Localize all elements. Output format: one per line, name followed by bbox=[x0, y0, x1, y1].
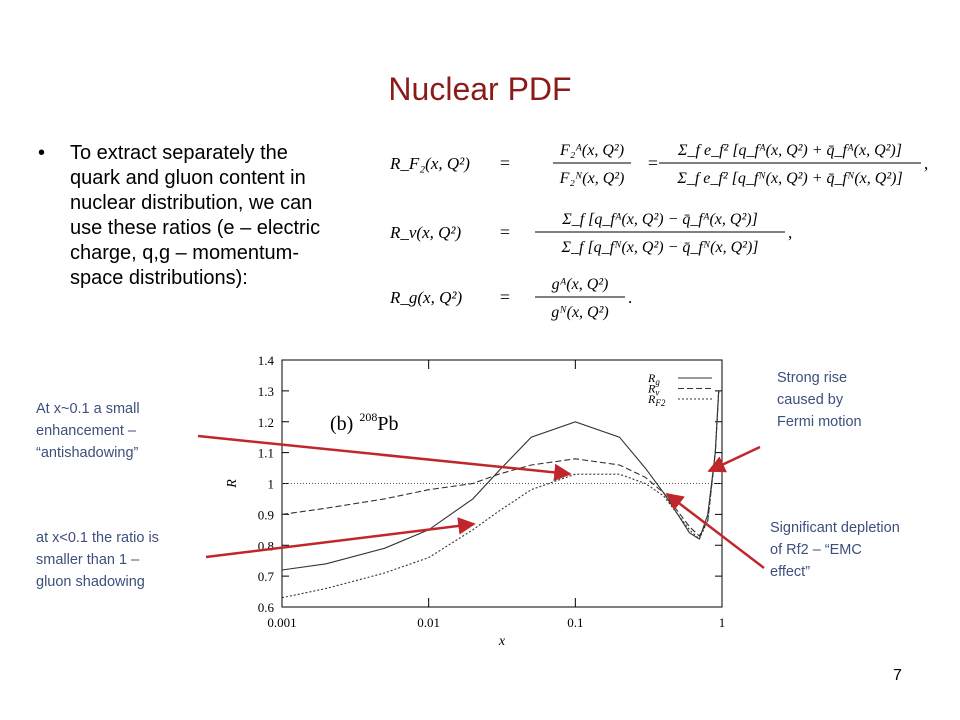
chart: 0.60.70.80.911.11.21.31.40.001 0.01 0.1 1xR… bbox=[225, 353, 725, 649]
x-tick-label: 0.001 bbox=[267, 615, 296, 630]
y-axis-label: R bbox=[225, 479, 240, 489]
legend-main: R bbox=[647, 382, 656, 396]
y-tick-label: 1.4 bbox=[258, 353, 275, 368]
x-tick-label: 0.01 bbox=[417, 615, 440, 630]
y-tick-label: 1 bbox=[268, 477, 275, 492]
numerator: F₂ᴬ(x, Q²) bbox=[559, 142, 624, 159]
denominator: Σ_f [q_fᴺ(x, Q²) − q̄_fᴺ(x, Q²)] bbox=[561, 239, 759, 256]
y-tick-label: 1.3 bbox=[258, 384, 274, 399]
legend-label: Rg bbox=[647, 371, 660, 387]
equation-lhs: R_v(x, Q²) bbox=[389, 223, 462, 242]
arrow bbox=[665, 492, 765, 569]
denominator: Σ_f e_f² [q_fᴺ(x, Q²) + q̄_fᴺ(x, Q²)] bbox=[676, 170, 902, 187]
y-tick-label: 1.1 bbox=[258, 446, 274, 461]
annotation-line: At x~0.1 a small bbox=[36, 401, 140, 417]
annotation-line: enhancement – bbox=[36, 423, 137, 439]
numerator: Σ_f e_f² [q_fᴬ(x, Q²) + q̄_fᴬ(x, Q²)] bbox=[677, 142, 902, 159]
data-line bbox=[281, 390, 720, 571]
annotation-line: Significant depletion bbox=[770, 520, 900, 536]
panel-label: (b) 208Pb bbox=[330, 410, 398, 435]
numerator: gᴬ(x, Q²) bbox=[552, 276, 609, 293]
equals: = bbox=[648, 153, 658, 173]
arrow bbox=[205, 517, 476, 559]
annotations: At x~0.1 a small enhancement – “antishadow… bbox=[36, 370, 900, 590]
annotation-line: caused by bbox=[777, 392, 844, 408]
annotation-line: at x<0.1 the ratio is bbox=[36, 530, 159, 546]
equation-lhs: R_g(x, Q²) bbox=[389, 288, 462, 307]
legend-label: Rv bbox=[647, 382, 659, 398]
legend-sub: g bbox=[655, 377, 660, 387]
bullet-line: space distributions): bbox=[70, 267, 248, 289]
bullet-line: quark and gluon content in bbox=[70, 167, 306, 189]
arrows bbox=[197, 434, 765, 569]
equation-end: , bbox=[924, 154, 928, 173]
annotation-line: effect” bbox=[770, 564, 810, 580]
denominator: gᴺ(x, Q²) bbox=[551, 304, 608, 321]
legend-sub: v bbox=[655, 388, 659, 398]
legend-label: RF2 bbox=[647, 392, 666, 408]
annotation-line: Strong rise bbox=[777, 370, 847, 386]
panel-label-part: 208 bbox=[359, 410, 377, 424]
annotation-line: “antishadowing” bbox=[36, 445, 139, 461]
annotation-line: of Rf2 – “EMC bbox=[770, 542, 862, 558]
legend-sub: F2 bbox=[654, 398, 665, 408]
bullet-line: use these ratios (e – electric bbox=[70, 217, 320, 239]
legend-main: R bbox=[647, 392, 656, 406]
page-number: 7 bbox=[893, 667, 902, 684]
legend-main: R bbox=[647, 371, 656, 385]
data-line bbox=[281, 390, 720, 599]
bullet-line: To extract separately the bbox=[70, 142, 288, 164]
y-tick-label: 0.7 bbox=[258, 569, 275, 584]
data-line bbox=[281, 390, 720, 537]
equals: = bbox=[500, 153, 510, 173]
y-tick-label: 0.6 bbox=[258, 600, 275, 615]
bullet-line: charge, q,g – momentum- bbox=[70, 242, 299, 264]
annotation-line: Fermi motion bbox=[777, 414, 862, 430]
panel-label-part: (b) bbox=[330, 413, 353, 435]
numerator: Σ_f [q_fᴬ(x, Q²) − q̄_fᴬ(x, Q²)] bbox=[561, 211, 758, 228]
slide-title: Nuclear PDF bbox=[388, 71, 571, 107]
denominator: F₂ᴺ(x, Q²) bbox=[559, 170, 625, 187]
arrow bbox=[707, 445, 761, 473]
y-tick-label: 0.9 bbox=[258, 507, 274, 522]
y-tick-label: 1.2 bbox=[258, 415, 274, 430]
bullet-text: To extract separately the quark and gluon… bbox=[70, 142, 320, 289]
bullet-line: nuclear distribution, we can bbox=[70, 192, 312, 214]
equation-end: . bbox=[628, 288, 632, 307]
arrow bbox=[197, 434, 572, 482]
bullet-mark: • bbox=[38, 142, 45, 164]
annotation-line: gluon shadowing bbox=[36, 574, 145, 590]
x-axis-label: x bbox=[498, 634, 506, 649]
x-tick-label: 0.1 bbox=[567, 615, 583, 630]
equals: = bbox=[500, 287, 510, 307]
annotation-line: smaller than 1 – bbox=[36, 552, 140, 568]
equations: R_F₂(x, Q²) = F₂ᴬ(x, Q²) F₂ᴺ(x, Q²) = Σ_f e_f… bbox=[389, 142, 928, 321]
equation-end: , bbox=[788, 223, 792, 242]
x-tick-label: 1 bbox=[719, 615, 726, 630]
equals: = bbox=[500, 222, 510, 242]
equation-lhs: R_F₂(x, Q²) bbox=[389, 154, 470, 173]
panel-label-part: Pb bbox=[377, 413, 398, 435]
